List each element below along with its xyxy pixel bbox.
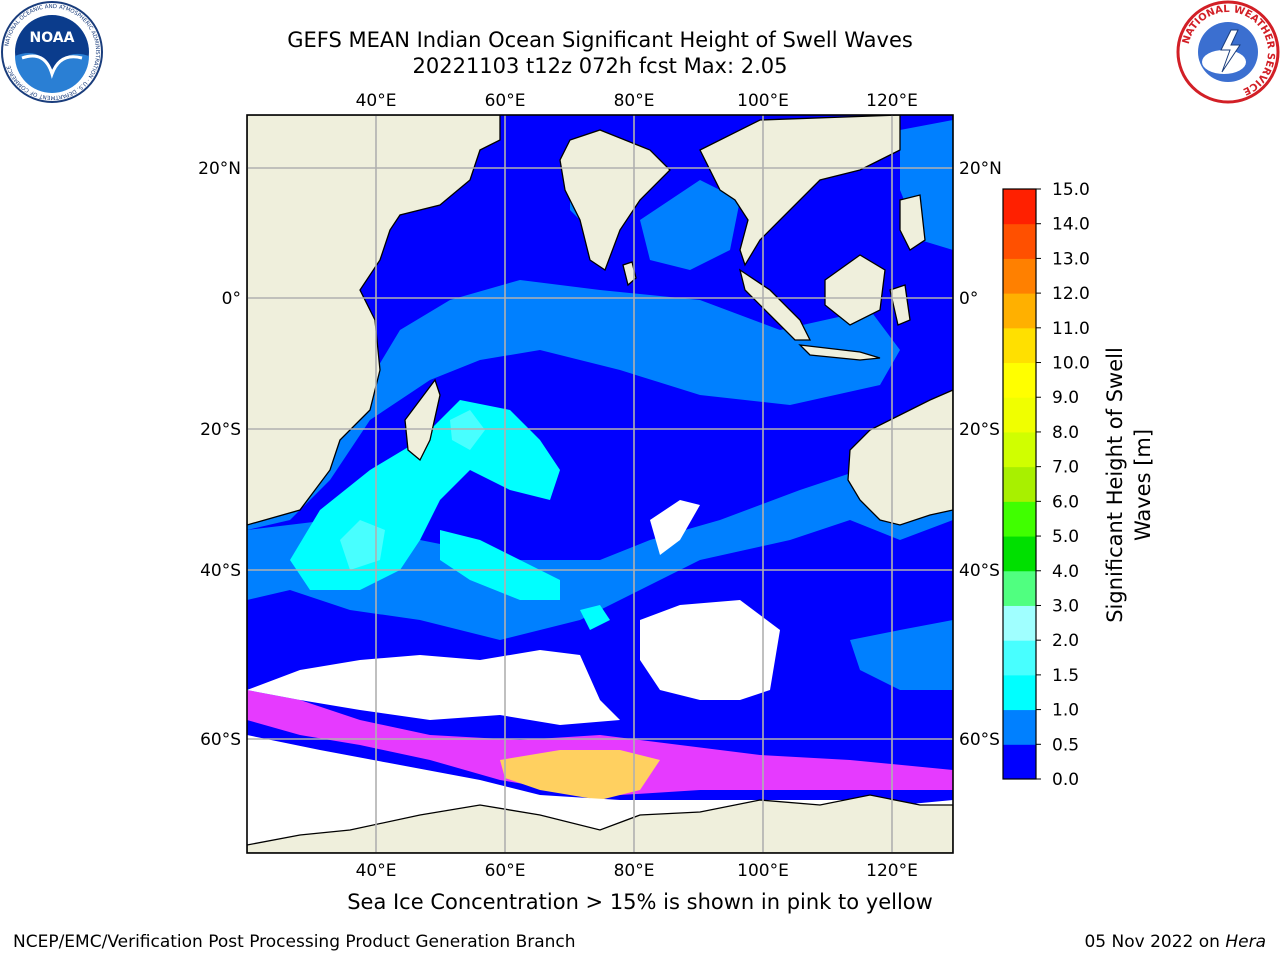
colorbar-tick-label: 5.0 <box>1052 527 1079 547</box>
colorbar-tick-label: 6.0 <box>1052 492 1079 512</box>
lat-label-left: 20°S <box>200 420 241 440</box>
lon-label-top: 120°E <box>866 91 918 111</box>
colorbar-tick-label: 2.0 <box>1052 631 1079 651</box>
swell-1.5-2-region <box>340 410 485 570</box>
colorbar-segment <box>1003 744 1036 780</box>
colorbar-tick-label: 15.0 <box>1052 180 1090 200</box>
colorbar-tick-label: 0.0 <box>1052 770 1079 790</box>
colorbar-label: Significant Height of Swell <box>1103 347 1127 623</box>
lon-labels-top: 40°E 60°E 80°E 100°E 120°E <box>356 91 918 111</box>
nws-logo: NATIONAL WEATHER SERVICE <box>1176 0 1280 104</box>
colorbar-frame <box>1002 188 1037 780</box>
date-text: 05 Nov 2022 on Hera <box>1084 932 1266 952</box>
colorbar-tick-label: 13.0 <box>1052 249 1090 269</box>
colorbar-segment <box>1003 501 1036 537</box>
colorbar-segment <box>1003 327 1036 364</box>
lat-label-left: 0° <box>222 289 241 309</box>
colorbar-segment <box>1003 709 1036 745</box>
lon-label-top: 60°E <box>485 91 526 111</box>
colorbar-segment <box>1003 431 1036 468</box>
lat-labels-right: 20°N 0° 20°S 40°S 60°S <box>959 159 1002 750</box>
lat-label-left: 40°S <box>200 561 241 581</box>
lat-label-left: 20°N <box>198 159 241 179</box>
colorbar-tick-label: 1.5 <box>1052 666 1079 686</box>
colorbar-tick-label: 7.0 <box>1052 458 1079 478</box>
colorbar-tick-label: 9.0 <box>1052 388 1079 408</box>
colorbar-tick-label: 0.5 <box>1052 735 1079 755</box>
lon-label-bottom: 120°E <box>866 861 918 881</box>
colorbar-segment <box>1003 258 1036 294</box>
colorbar-segment <box>1003 223 1036 259</box>
colorbar-tick-label: 3.0 <box>1052 596 1079 616</box>
lon-label-bottom: 40°E <box>356 861 397 881</box>
chart-subtitle: 20221103 t12z 072h fcst Max: 2.05 <box>412 54 788 78</box>
sea-ice-region <box>247 690 953 800</box>
colorbar-tick-label: 12.0 <box>1052 284 1090 304</box>
chart-title: GEFS MEAN Indian Ocean Significant Heigh… <box>287 28 913 52</box>
host-name: Hera <box>1225 932 1266 952</box>
colorbar-tick-label: 4.0 <box>1052 562 1079 582</box>
map-field <box>247 115 953 853</box>
lon-label-top: 40°E <box>356 91 397 111</box>
colorbar <box>1003 189 1036 780</box>
lat-label-left: 60°S <box>200 730 241 750</box>
land-masses <box>247 115 953 853</box>
date-value: 05 Nov 2022 on <box>1084 932 1220 952</box>
colorbar-segment <box>1003 570 1036 606</box>
lat-labels-left: 20°N 0° 20°S 40°S 60°S <box>198 159 241 750</box>
colorbar-segment <box>1003 189 1036 225</box>
colorbar-tick-label: 14.0 <box>1052 215 1090 235</box>
colorbar-tick-label: 10.0 <box>1052 354 1090 374</box>
lat-label-right: 40°S <box>959 561 1000 581</box>
colorbar-segment <box>1003 397 1036 433</box>
svg-text:NOAA: NOAA <box>30 30 75 46</box>
map-frame <box>246 114 954 854</box>
colorbar-segment <box>1003 293 1036 329</box>
colorbar-tick-label: 1.0 <box>1052 701 1079 721</box>
colorbar-segment <box>1003 640 1036 676</box>
colorbar-segment <box>1003 466 1036 502</box>
lon-labels-bottom: 40°E 60°E 80°E 100°E 120°E <box>356 861 918 881</box>
lon-label-top: 80°E <box>614 91 655 111</box>
lon-label-bottom: 60°E <box>485 861 526 881</box>
colorbar-tick-labels: 0.0 0.5 1.0 1.5 2.0 3.0 4.0 5.0 6.0 7.0 8.0 9.0 10.0… <box>1036 180 1090 790</box>
credit-text: NCEP/EMC/Verification Post Processing Pr… <box>13 932 576 952</box>
colorbar-segment <box>1003 605 1036 641</box>
lon-label-top: 100°E <box>737 91 789 111</box>
lat-label-right: 20°S <box>959 420 1000 440</box>
colorbar-tick-label: 8.0 <box>1052 423 1079 443</box>
lon-label-bottom: 80°E <box>614 861 655 881</box>
lat-label-right: 60°S <box>959 730 1000 750</box>
colorbar-tick-label: 11.0 <box>1052 319 1090 339</box>
colorbar-segment <box>1003 674 1036 711</box>
graticule <box>247 115 953 853</box>
sea-ice-note: Sea Ice Concentration > 15% is shown in … <box>347 890 933 914</box>
lon-label-bottom: 100°E <box>737 861 789 881</box>
lat-label-right: 0° <box>959 289 978 309</box>
lat-label-right: 20°N <box>959 159 1002 179</box>
colorbar-segment <box>1003 362 1036 398</box>
colorbar-label-units: Waves [m] <box>1131 429 1155 541</box>
noaa-logo: NATIONAL OCEANIC AND ATMOSPHERIC ADMINIS… <box>1 1 103 103</box>
colorbar-segment <box>1003 536 1036 572</box>
